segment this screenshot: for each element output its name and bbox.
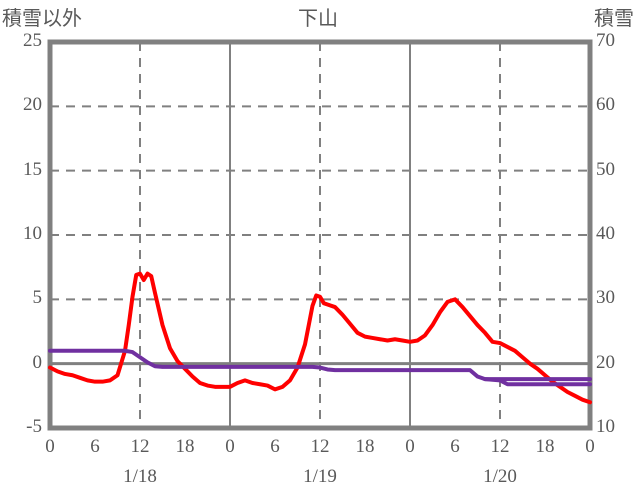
right-tick-60: 60 [596,94,615,116]
x-tick-5: 6 [270,436,280,457]
x-tick-2: 12 [130,436,150,457]
left-axis-title: 積雪以外 [2,8,82,30]
x-tick-12: 0 [585,436,595,457]
right-tick-20: 20 [596,351,615,373]
left-tick-10: 10 [23,223,42,244]
x-tick-4: 0 [225,436,235,457]
day-label-1-19: 1/19 [303,466,337,487]
x-tick-7: 18 [355,436,375,457]
right-tick-70: 70 [596,30,615,51]
right-tick-30: 30 [596,287,615,309]
left-tick-0: 0 [32,351,43,373]
right-tick-10: 10 [596,416,615,437]
left-tick-5: 5 [32,287,43,309]
x-tick-11: 18 [535,436,555,457]
x-tick-9: 6 [450,436,460,457]
x-tick-8: 0 [405,436,415,457]
x-tick-1: 6 [90,436,100,457]
day-label-1-18: 1/18 [123,466,157,487]
x-tick-0: 0 [45,436,55,457]
x-tick-3: 18 [175,436,195,457]
left-tick-20: 20 [23,94,42,116]
chart-title: 下山 [298,8,338,30]
day-label-1-20: 1/20 [483,466,517,487]
left-tick-15: 15 [23,158,42,180]
right-tick-40: 40 [596,223,615,244]
right-axis-title: 積雪 [594,8,634,30]
left-tick--5: -5 [26,416,42,437]
x-tick-6: 12 [310,436,330,457]
x-tick-10: 12 [490,436,510,457]
right-tick-50: 50 [596,158,615,180]
left-tick-25: 25 [23,30,42,51]
